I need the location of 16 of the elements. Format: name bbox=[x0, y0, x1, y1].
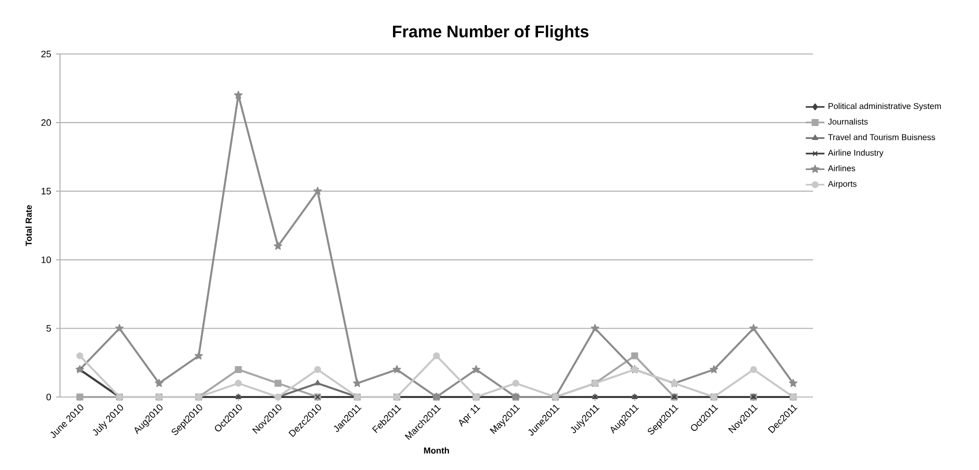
x-tick-label: Apr 11 bbox=[459, 404, 480, 427]
y-tick-label: 5 bbox=[46, 325, 51, 332]
legend-label: Journalists bbox=[828, 118, 868, 125]
y-axis-title: Total Rate bbox=[25, 205, 32, 246]
legend-label: Travel and Tourism Buisness bbox=[828, 134, 936, 140]
y-tick-label: 15 bbox=[42, 188, 51, 194]
y-tick-label: 0 bbox=[46, 394, 51, 400]
legend-label: Airlines bbox=[828, 165, 856, 172]
legend-label: Political administrative System bbox=[828, 102, 941, 111]
legend-label: Airports bbox=[828, 180, 857, 188]
y-tick-label: 10 bbox=[42, 256, 51, 264]
legend-label: Airline Industry bbox=[828, 150, 884, 158]
y-tick-label: 25 bbox=[41, 50, 51, 58]
y-tick-label: 20 bbox=[41, 119, 51, 126]
x-axis-title: Month bbox=[424, 447, 449, 454]
chart-title: Frame Number of Flights bbox=[393, 25, 588, 41]
